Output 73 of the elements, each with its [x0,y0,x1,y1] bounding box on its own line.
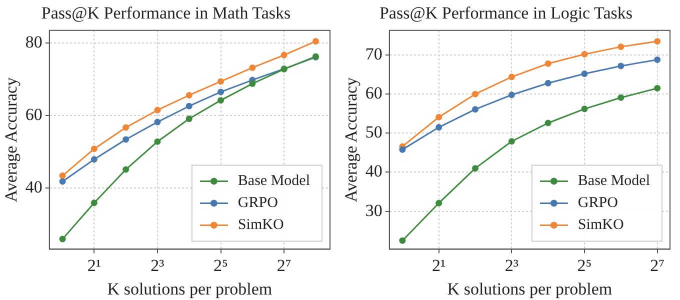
point [581,106,588,112]
point [154,138,161,145]
chart-title: Pass@K Performance in Logic Tasks [379,4,633,23]
point [544,80,552,86]
point [122,136,130,143]
point [59,178,66,185]
point [249,64,256,71]
point [472,90,479,98]
point [618,44,624,50]
legend-label: GRPO [238,195,278,212]
point [312,38,319,45]
point [436,114,442,120]
point [654,38,661,45]
point [399,146,406,153]
point [90,146,98,152]
y-tick-label: 30 [365,200,382,220]
y-tick-label: 40 [365,162,382,181]
x-axis-title: K solutions per problem [107,279,272,298]
legend-label: SimKO [238,217,284,234]
x-tick-label: 2⁷ [650,256,665,275]
y-tick-label: 60 [365,84,382,103]
y-tick-label: 40 [25,177,42,196]
point [280,52,288,58]
point [508,74,515,80]
legend-label: Base Model [578,173,650,190]
point [544,60,552,67]
y-axis-title: Average Accuracy [342,76,361,202]
x-tick-label: 2¹ [87,256,101,275]
point [508,138,515,145]
point [154,106,161,114]
point [186,92,192,98]
point [581,50,588,58]
point [399,237,406,244]
x-tick-label: 2⁵ [577,256,592,275]
legend-label: Base Model [238,173,310,190]
x-tick-label: 2⁷ [276,256,292,275]
point [436,200,442,206]
point [218,88,224,96]
point [618,94,624,101]
point [654,84,661,92]
y-tick-label: 60 [25,105,42,124]
x-tick-label: 2³ [504,256,518,275]
point [472,165,479,172]
point [154,118,161,126]
legend-label: SimKO [578,217,624,234]
point [249,80,256,87]
chart-title: Pass@K Performance in Math Tasks [41,4,291,23]
point [218,97,224,104]
point [90,156,98,163]
point [59,236,66,242]
point [186,116,192,122]
point [122,166,130,173]
y-tick-label: 70 [365,44,382,64]
legend-label: GRPO [578,195,618,212]
x-tick-label: 2⁵ [214,256,228,275]
point [122,124,130,131]
point [508,92,515,98]
point [581,70,588,78]
x-tick-label: 2¹ [432,256,446,275]
y-tick-label: 50 [365,122,382,142]
x-axis-title: K solutions per problem [447,279,612,298]
point [618,62,624,70]
point [90,200,98,206]
y-axis-title: Average Accuracy [2,76,21,202]
point [544,120,552,126]
point [59,172,66,179]
y-tick-label: 80 [25,32,42,52]
point [186,102,192,110]
point [472,106,479,113]
point [436,124,442,131]
point [218,78,224,85]
x-tick-label: 2³ [150,256,164,275]
point [654,56,661,63]
